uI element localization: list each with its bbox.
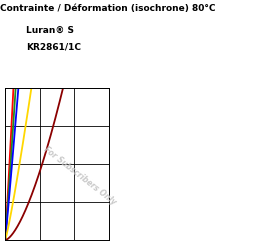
Text: For Subscribers Only: For Subscribers Only <box>42 145 118 207</box>
Text: Contrainte / Déformation (isochrone) 80°C: Contrainte / Déformation (isochrone) 80°… <box>0 4 215 13</box>
Text: Luran® S: Luran® S <box>26 26 74 35</box>
Text: KR2861/1C: KR2861/1C <box>26 43 81 52</box>
